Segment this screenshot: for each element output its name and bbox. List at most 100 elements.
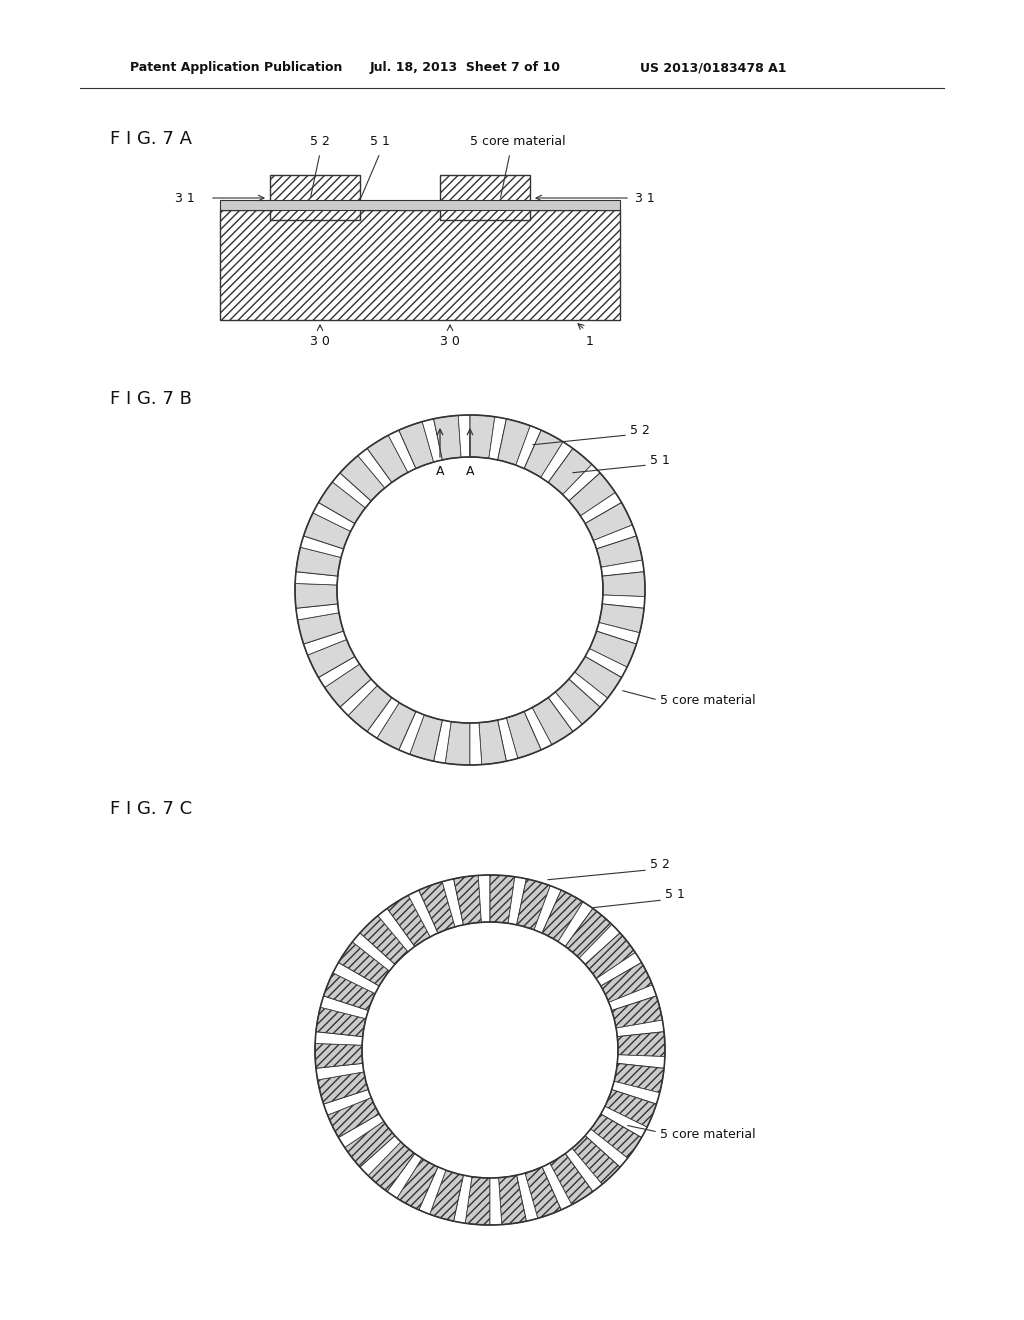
Wedge shape: [585, 648, 627, 677]
Wedge shape: [542, 1163, 571, 1210]
Text: 5 1: 5 1: [370, 135, 390, 148]
Wedge shape: [569, 672, 607, 708]
Text: F I G. 7 A: F I G. 7 A: [110, 129, 193, 148]
Wedge shape: [333, 962, 379, 994]
Wedge shape: [516, 426, 541, 469]
Wedge shape: [506, 711, 541, 759]
Wedge shape: [498, 418, 530, 465]
Wedge shape: [572, 1135, 621, 1184]
Wedge shape: [517, 1173, 538, 1221]
Wedge shape: [517, 879, 550, 929]
Wedge shape: [565, 1148, 602, 1192]
Bar: [270, 176, 360, 220]
Wedge shape: [295, 583, 338, 609]
Bar: [440, 176, 530, 220]
Wedge shape: [328, 1098, 379, 1138]
Wedge shape: [303, 513, 350, 549]
Wedge shape: [574, 656, 622, 698]
Text: Jul. 18, 2013  Sheet 7 of 10: Jul. 18, 2013 Sheet 7 of 10: [370, 62, 561, 74]
Wedge shape: [313, 503, 355, 532]
Wedge shape: [333, 473, 371, 508]
Wedge shape: [360, 1135, 400, 1176]
Wedge shape: [548, 449, 592, 495]
Wedge shape: [410, 715, 442, 762]
Wedge shape: [524, 430, 563, 478]
Wedge shape: [303, 631, 346, 655]
Wedge shape: [499, 1175, 526, 1225]
Wedge shape: [508, 876, 526, 925]
Wedge shape: [490, 875, 515, 923]
Wedge shape: [348, 685, 392, 731]
Wedge shape: [316, 1064, 364, 1080]
Wedge shape: [419, 882, 455, 933]
Wedge shape: [324, 1089, 371, 1115]
Bar: [220, 201, 620, 210]
Wedge shape: [315, 1032, 362, 1045]
Wedge shape: [498, 718, 518, 762]
Wedge shape: [296, 605, 339, 620]
Text: 3 1: 3 1: [635, 191, 655, 205]
Wedge shape: [597, 536, 642, 568]
Wedge shape: [442, 879, 464, 927]
Wedge shape: [601, 560, 644, 576]
Text: 5 1: 5 1: [665, 888, 685, 902]
Wedge shape: [617, 1055, 665, 1068]
Wedge shape: [387, 1154, 422, 1199]
Text: 3 1: 3 1: [175, 191, 195, 205]
Wedge shape: [562, 465, 600, 502]
Wedge shape: [368, 1142, 415, 1192]
Wedge shape: [599, 605, 644, 632]
Wedge shape: [550, 1154, 593, 1205]
Wedge shape: [318, 656, 359, 688]
Wedge shape: [465, 1176, 490, 1225]
Wedge shape: [601, 962, 652, 1002]
Wedge shape: [315, 1043, 362, 1068]
Wedge shape: [614, 1064, 664, 1093]
Wedge shape: [324, 973, 375, 1010]
Wedge shape: [360, 916, 408, 965]
Wedge shape: [430, 1170, 464, 1221]
Wedge shape: [524, 708, 552, 750]
Text: A: A: [466, 465, 474, 478]
Wedge shape: [340, 678, 377, 715]
Wedge shape: [617, 1032, 665, 1056]
Text: A: A: [436, 465, 444, 478]
Wedge shape: [397, 1159, 438, 1210]
Wedge shape: [535, 886, 561, 933]
Wedge shape: [602, 572, 645, 597]
Wedge shape: [378, 908, 415, 952]
Wedge shape: [340, 455, 385, 502]
Wedge shape: [352, 933, 395, 972]
Text: 5 core material: 5 core material: [470, 135, 565, 148]
Wedge shape: [611, 995, 663, 1028]
Wedge shape: [459, 414, 470, 457]
Wedge shape: [316, 1007, 366, 1036]
Text: 3 0: 3 0: [440, 335, 460, 348]
Wedge shape: [318, 482, 366, 524]
Wedge shape: [325, 664, 371, 708]
Wedge shape: [488, 417, 507, 459]
Bar: [220, 210, 620, 319]
Wedge shape: [387, 895, 430, 946]
Wedge shape: [605, 1089, 656, 1127]
Wedge shape: [532, 697, 572, 744]
Wedge shape: [597, 623, 640, 644]
Wedge shape: [558, 902, 593, 946]
Wedge shape: [478, 875, 490, 923]
Wedge shape: [490, 1177, 502, 1225]
Wedge shape: [611, 1081, 659, 1104]
Wedge shape: [591, 1114, 642, 1158]
Text: Patent Application Publication: Patent Application Publication: [130, 62, 342, 74]
Wedge shape: [357, 449, 392, 488]
Wedge shape: [300, 536, 343, 557]
Text: 5 2: 5 2: [630, 424, 650, 437]
Wedge shape: [555, 678, 600, 725]
Wedge shape: [295, 572, 338, 585]
Wedge shape: [525, 1167, 561, 1218]
Wedge shape: [339, 1114, 384, 1147]
Wedge shape: [409, 890, 438, 937]
Wedge shape: [569, 473, 615, 516]
Wedge shape: [388, 430, 416, 473]
Wedge shape: [470, 723, 481, 766]
Wedge shape: [433, 416, 461, 459]
